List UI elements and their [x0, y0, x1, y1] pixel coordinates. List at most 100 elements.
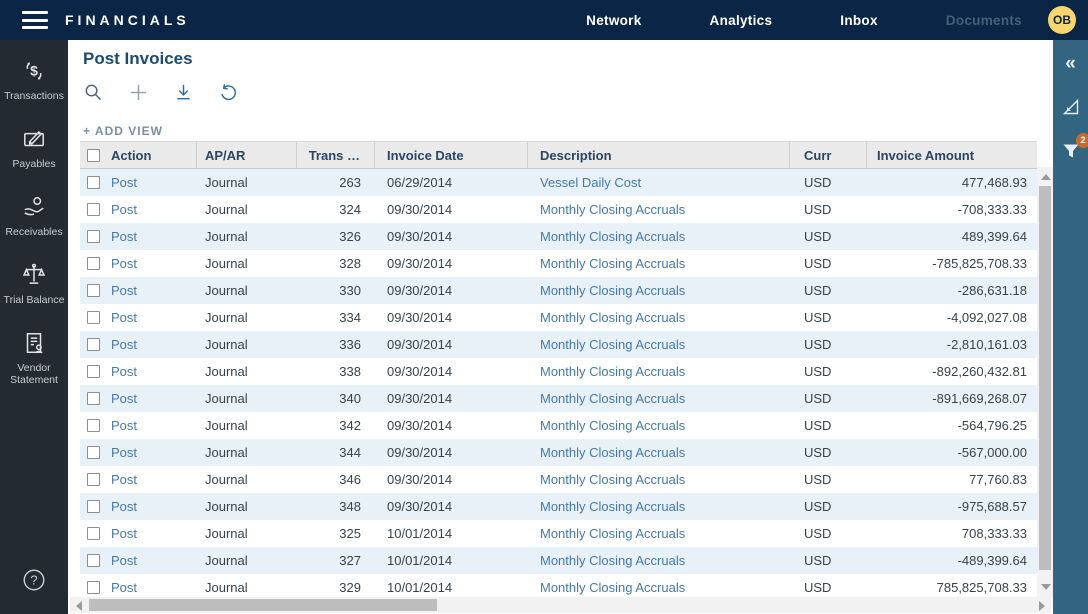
select-all-checkbox[interactable] [87, 148, 100, 162]
nav-documents[interactable]: Documents [945, 12, 1022, 28]
post-link[interactable]: Post [111, 472, 138, 487]
description-link[interactable]: Monthly Closing Accruals [540, 364, 686, 379]
search-button[interactable] [82, 81, 104, 103]
post-link[interactable]: Post [111, 580, 138, 595]
table-row[interactable]: Post Journal 263 06/29/2014 Vessel Daily… [80, 169, 1037, 196]
row-checkbox[interactable] [87, 554, 100, 567]
row-checkbox[interactable] [87, 500, 100, 513]
scroll-left-arrow[interactable] [76, 601, 82, 611]
post-link[interactable]: Post [111, 229, 138, 244]
table-row[interactable]: Post Journal 327 10/01/2014 Monthly Clos… [80, 547, 1037, 574]
row-checkbox[interactable] [87, 446, 100, 459]
header-description[interactable]: Description [528, 142, 790, 168]
header-action[interactable]: Action [80, 142, 197, 168]
post-link[interactable]: Post [111, 553, 138, 568]
header-trans[interactable]: Trans … [297, 142, 375, 168]
table-row[interactable]: Post Journal 328 09/30/2014 Monthly Clos… [80, 250, 1037, 277]
table-row[interactable]: Post Journal 346 09/30/2014 Monthly Clos… [80, 466, 1037, 493]
description-link[interactable]: Monthly Closing Accruals [540, 445, 686, 460]
table-row[interactable]: Post Journal 329 10/01/2014 Monthly Clos… [80, 574, 1037, 597]
user-avatar[interactable]: OB [1048, 6, 1076, 34]
row-checkbox[interactable] [87, 473, 100, 486]
filter-button[interactable]: 2 [1058, 133, 1088, 164]
add-view-link[interactable]: + ADD VIEW [83, 124, 163, 138]
post-link[interactable]: Post [111, 175, 138, 190]
header-currency[interactable]: Curr [790, 142, 867, 168]
post-link[interactable]: Post [111, 202, 138, 217]
sidebar-item-vendor-statement[interactable]: Vendor Statement [0, 330, 68, 386]
post-link[interactable]: Post [111, 499, 138, 514]
download-button[interactable] [172, 81, 194, 103]
table-row[interactable]: Post Journal 336 09/30/2014 Monthly Clos… [80, 331, 1037, 358]
nav-network[interactable]: Network [586, 12, 642, 28]
sidebar-item-transactions[interactable]: $ Transactions [0, 58, 68, 102]
description-link[interactable]: Monthly Closing Accruals [540, 202, 686, 217]
row-checkbox[interactable] [87, 284, 100, 297]
header-invoice-date[interactable]: Invoice Date [375, 142, 528, 168]
table-row[interactable]: Post Journal 330 09/30/2014 Monthly Clos… [80, 277, 1037, 304]
header-invoice-amount[interactable]: Invoice Amount [877, 147, 975, 163]
table-row[interactable]: Post Journal 342 09/30/2014 Monthly Clos… [80, 412, 1037, 439]
post-link[interactable]: Post [111, 526, 138, 541]
table-row[interactable]: Post Journal 344 09/30/2014 Monthly Clos… [80, 439, 1037, 466]
post-link[interactable]: Post [111, 310, 138, 325]
post-link[interactable]: Post [111, 256, 138, 271]
post-link[interactable]: Post [111, 364, 138, 379]
row-checkbox[interactable] [87, 527, 100, 540]
nav-analytics[interactable]: Analytics [709, 12, 773, 28]
table-row[interactable]: Post Journal 325 10/01/2014 Monthly Clos… [80, 520, 1037, 547]
row-checkbox[interactable] [87, 392, 100, 405]
post-link[interactable]: Post [111, 337, 138, 352]
description-link[interactable]: Monthly Closing Accruals [540, 310, 686, 325]
post-link[interactable]: Post [111, 283, 138, 298]
description-link[interactable]: Monthly Closing Accruals [540, 499, 686, 514]
help-button[interactable]: ? [21, 567, 47, 598]
description-link[interactable]: Monthly Closing Accruals [540, 580, 686, 595]
scroll-up-arrow[interactable] [1041, 174, 1051, 180]
row-checkbox[interactable] [87, 419, 100, 432]
header-apar[interactable]: AP/AR [197, 142, 297, 168]
table-row[interactable]: Post Journal 334 09/30/2014 Monthly Clos… [80, 304, 1037, 331]
description-link[interactable]: Monthly Closing Accruals [540, 337, 686, 352]
post-link[interactable]: Post [111, 445, 138, 460]
collapse-panel-button[interactable]: « [1058, 50, 1084, 76]
row-checkbox[interactable] [87, 311, 100, 324]
row-checkbox[interactable] [87, 365, 100, 378]
set-square-tool-button[interactable] [1058, 94, 1084, 120]
description-link[interactable]: Monthly Closing Accruals [540, 526, 686, 541]
description-link[interactable]: Monthly Closing Accruals [540, 391, 686, 406]
description-link[interactable]: Monthly Closing Accruals [540, 229, 686, 244]
row-checkbox[interactable] [87, 230, 100, 243]
scroll-right-arrow[interactable] [1039, 601, 1045, 611]
row-checkbox[interactable] [87, 257, 100, 270]
scroll-down-arrow[interactable] [1041, 584, 1051, 590]
description-link[interactable]: Monthly Closing Accruals [540, 418, 686, 433]
add-button[interactable] [127, 81, 149, 103]
row-checkbox[interactable] [87, 581, 100, 594]
horizontal-scroll-thumb[interactable] [89, 599, 437, 611]
sidebar-item-trial-balance[interactable]: Trial Balance [0, 262, 68, 306]
row-checkbox[interactable] [87, 203, 100, 216]
description-link[interactable]: Vessel Daily Cost [540, 175, 642, 190]
horizontal-scrollbar[interactable] [70, 597, 1051, 613]
post-link[interactable]: Post [111, 418, 138, 433]
description-link[interactable]: Monthly Closing Accruals [540, 283, 686, 298]
table-row[interactable]: Post Journal 324 09/30/2014 Monthly Clos… [80, 196, 1037, 223]
table-row[interactable]: Post Journal 348 09/30/2014 Monthly Clos… [80, 493, 1037, 520]
sidebar-item-payables[interactable]: Payables [0, 126, 68, 170]
description-link[interactable]: Monthly Closing Accruals [540, 256, 686, 271]
row-checkbox[interactable] [87, 338, 100, 351]
post-link[interactable]: Post [111, 391, 138, 406]
description-link[interactable]: Monthly Closing Accruals [540, 472, 686, 487]
table-row[interactable]: Post Journal 326 09/30/2014 Monthly Clos… [80, 223, 1037, 250]
vertical-scroll-thumb[interactable] [1039, 186, 1051, 570]
table-row[interactable]: Post Journal 340 09/30/2014 Monthly Clos… [80, 385, 1037, 412]
table-row[interactable]: Post Journal 338 09/30/2014 Monthly Clos… [80, 358, 1037, 385]
undo-button[interactable] [217, 81, 239, 103]
nav-inbox[interactable]: Inbox [840, 12, 878, 28]
description-link[interactable]: Monthly Closing Accruals [540, 553, 686, 568]
sidebar-item-receivables[interactable]: Receivables [0, 194, 68, 238]
row-checkbox[interactable] [87, 176, 100, 189]
menu-icon[interactable] [22, 11, 48, 29]
vertical-scrollbar[interactable] [1037, 167, 1053, 597]
